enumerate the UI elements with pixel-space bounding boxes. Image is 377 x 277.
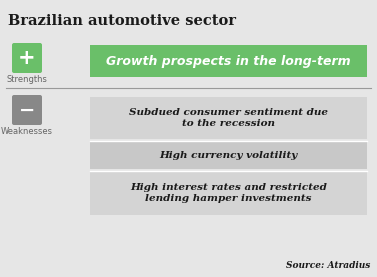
Text: −: − (19, 101, 35, 119)
Bar (90, 171, 367, 215)
Bar (90, 141, 367, 169)
Text: Growth prospects in the long-term: Growth prospects in the long-term (106, 55, 351, 68)
Text: High interest rates and restricted
lending hamper investments: High interest rates and restricted lendi… (130, 183, 327, 203)
Text: +: + (18, 48, 36, 68)
Text: Subdued consumer sentiment due
to the recession: Subdued consumer sentiment due to the re… (129, 108, 328, 128)
FancyBboxPatch shape (12, 95, 42, 125)
Bar (90, 97, 367, 139)
Text: High currency volatility: High currency volatility (159, 150, 297, 160)
Bar (90, 45, 367, 77)
Text: Source: Atradius: Source: Atradius (286, 261, 370, 270)
Text: Brazilian automotive sector: Brazilian automotive sector (8, 14, 236, 28)
FancyBboxPatch shape (12, 43, 42, 73)
Text: Weaknesses: Weaknesses (1, 127, 53, 136)
Text: Strengths: Strengths (6, 75, 48, 84)
